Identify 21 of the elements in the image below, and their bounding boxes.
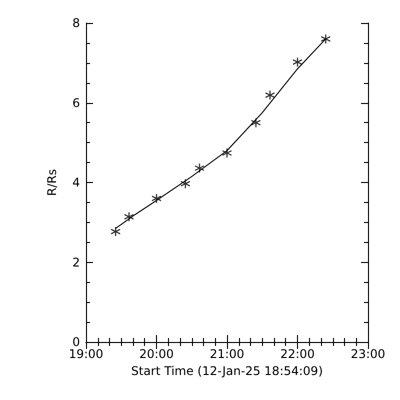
y-tick-label: 8 xyxy=(72,16,80,30)
y-axis-title: R/Rs xyxy=(45,169,59,196)
point xyxy=(320,34,331,44)
point xyxy=(264,90,276,100)
x-axis-title: Start Time (12-Jan-25 18:54:09) xyxy=(131,364,323,378)
y-tick-label: 6 xyxy=(72,96,80,110)
x-tick-label: 21:00 xyxy=(210,347,244,361)
point xyxy=(194,163,205,174)
x-tick-label: 23:00 xyxy=(350,347,386,361)
y-tick-label: 2 xyxy=(72,255,80,270)
y-tick-label: 4 xyxy=(72,176,80,190)
point xyxy=(292,56,303,68)
point xyxy=(124,212,134,222)
x-tick-label: 20:00 xyxy=(139,347,174,361)
point xyxy=(151,193,162,204)
x-tick-label: 22:00 xyxy=(280,347,315,361)
point xyxy=(180,178,191,189)
y-tick-label: 0 xyxy=(72,335,80,349)
point xyxy=(222,148,232,158)
point xyxy=(250,118,262,128)
x-tick-label: 19:00 xyxy=(68,347,104,361)
